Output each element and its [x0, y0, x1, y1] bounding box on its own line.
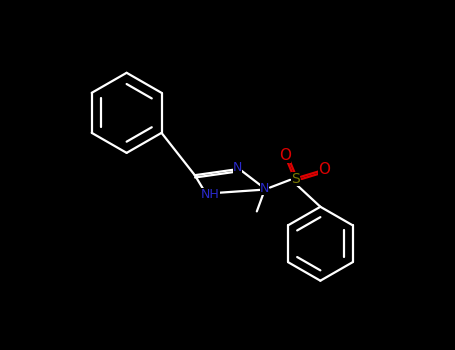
Text: S: S	[291, 172, 300, 186]
Text: N: N	[233, 161, 242, 174]
Text: O: O	[279, 148, 291, 163]
Text: NH: NH	[201, 188, 220, 201]
Text: O: O	[318, 162, 330, 176]
Text: N: N	[260, 182, 269, 195]
